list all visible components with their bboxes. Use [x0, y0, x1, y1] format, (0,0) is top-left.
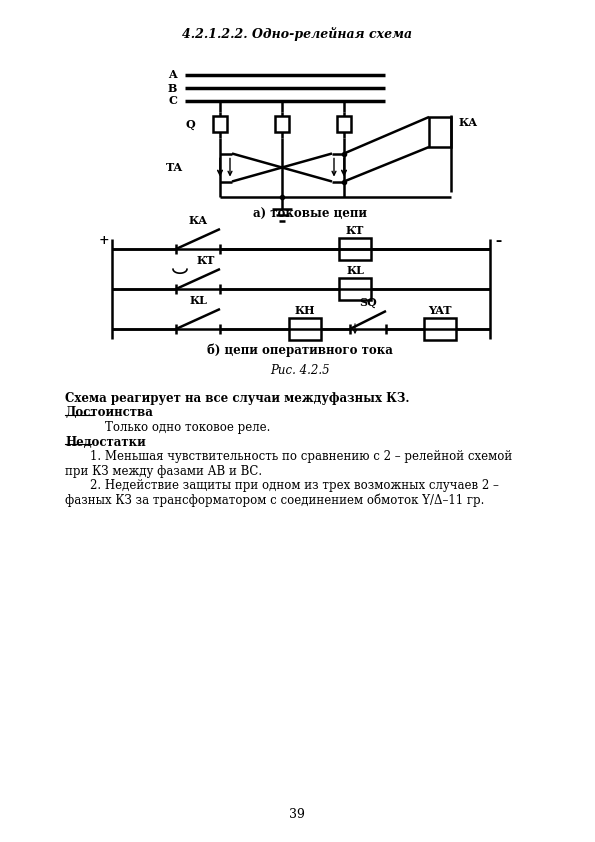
Text: Схема реагирует на все случаи междуфазных КЗ.: Схема реагирует на все случаи междуфазны… — [65, 392, 409, 405]
Text: 2. Недействие защиты при одном из трех возможных случаев 2 –: 2. Недействие защиты при одном из трех в… — [90, 479, 499, 492]
Text: +: + — [99, 235, 109, 248]
Text: КТ: КТ — [346, 225, 364, 236]
Text: Q: Q — [185, 119, 195, 130]
Text: 4.2.1.2.2. Одно-релейная схема: 4.2.1.2.2. Одно-релейная схема — [182, 27, 412, 41]
Text: A: A — [168, 70, 177, 81]
Text: а) токовые цепи: а) токовые цепи — [253, 207, 367, 221]
Text: YAT: YAT — [428, 305, 452, 316]
Text: 39: 39 — [289, 807, 305, 820]
Bar — [429, 117, 451, 147]
Text: при КЗ между фазами АВ и ВС.: при КЗ между фазами АВ и ВС. — [65, 465, 262, 477]
Text: SQ: SQ — [359, 297, 377, 308]
Text: Достоинства: Достоинства — [65, 407, 153, 419]
Bar — [337, 116, 351, 132]
Text: С: С — [168, 95, 177, 106]
Bar — [213, 116, 227, 132]
Text: КА: КА — [189, 216, 208, 226]
Text: Только одно токовое реле.: Только одно токовое реле. — [105, 421, 270, 434]
Text: фазных КЗ за трансформатором с соединением обмоток Y/Δ–11 гр.: фазных КЗ за трансформатором с соединени… — [65, 493, 484, 507]
Text: б) цепи оперативного тока: б) цепи оперативного тока — [207, 344, 393, 357]
Bar — [289, 318, 321, 340]
Bar — [339, 278, 371, 300]
Text: КН: КН — [295, 305, 315, 316]
Text: Недостатки: Недостатки — [65, 435, 146, 449]
Text: В: В — [168, 83, 177, 93]
Bar — [424, 318, 456, 340]
Text: КL: КL — [346, 264, 364, 275]
Text: КL: КL — [189, 296, 207, 306]
Text: КА: КА — [459, 116, 478, 127]
Text: –: – — [495, 235, 501, 248]
Text: ТА: ТА — [166, 162, 183, 173]
Bar — [339, 238, 371, 260]
Bar — [275, 116, 289, 132]
Text: КТ: КТ — [197, 255, 215, 267]
Text: 1. Меньшая чувствительность по сравнению с 2 – релейной схемой: 1. Меньшая чувствительность по сравнению… — [90, 450, 512, 463]
Text: Рис. 4.2.5: Рис. 4.2.5 — [270, 364, 330, 376]
